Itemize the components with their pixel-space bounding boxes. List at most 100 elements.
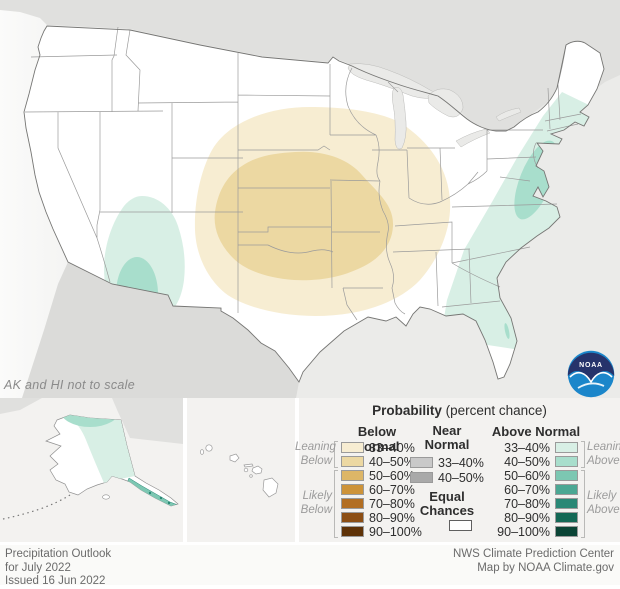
equal-chances-swatch (449, 520, 472, 531)
noaa-logo: NOAA (567, 350, 615, 398)
footer-issued-date: Issued 16 Jun 2022 (5, 575, 106, 587)
equal-chances-label: Equal Chances (419, 489, 475, 518)
leaning-above-bracket (581, 441, 585, 468)
legend-row-near-40-50: 40–50% (410, 470, 484, 485)
likely-below-bracket (334, 470, 338, 538)
likely-below-label: Likely Below (300, 490, 332, 516)
conus-map-svg: NOAA (0, 0, 620, 398)
oahu-island (229, 453, 240, 463)
probability-legend: Probability (percent chance) Below Norma… (295, 398, 620, 542)
below-80-90-swatch (341, 512, 364, 523)
kahoolawe-island (249, 474, 253, 478)
ak-above-normal-33-40 (68, 415, 135, 483)
footer-credit: Map by NOAA Climate.gov (477, 561, 614, 574)
legend-row-above-33-40: 33–40% (490, 440, 578, 455)
above-90-100-swatch (555, 526, 578, 537)
noaa-logo-gull (569, 371, 613, 384)
legend-title-bold: Probability (372, 403, 442, 418)
legend-row-below-33-40: 33–40% (341, 440, 415, 455)
legend-header-near: Near Normal (424, 423, 470, 452)
aleutian-islands (2, 494, 71, 520)
ak-canada-landmass (112, 398, 183, 444)
above-70-80-label: 70–80% (504, 496, 550, 511)
above-33-40-swatch (555, 442, 578, 453)
near-40-50-swatch (410, 472, 433, 483)
lake-michigan (391, 87, 407, 150)
kauai-island (205, 444, 213, 452)
above-50-60-swatch (555, 470, 578, 481)
below-80-90-label: 80–90% (369, 510, 415, 525)
above-80-90-label: 80–90% (504, 510, 550, 525)
legend-row-below-60-70: 60–70% (341, 482, 415, 497)
footer-period: for July 2022 (5, 561, 71, 574)
footer-left: Precipitation Outlook for July 2022 Issu… (5, 548, 111, 589)
above-40-50-label: 40–50% (504, 454, 550, 469)
above-normal-fl-sliver (504, 323, 510, 339)
near-33-40-swatch (410, 457, 433, 468)
legend-title: Probability (percent chance) (299, 403, 620, 418)
us-outline (23, 25, 605, 383)
state-borders (24, 26, 582, 321)
below-33-40-swatch (341, 442, 364, 453)
legend-title-rest: (percent chance) (441, 403, 547, 418)
likely-above-bracket (581, 470, 585, 538)
above-50-60-label: 50–60% (504, 468, 550, 483)
legend-row-above-40-50: 40–50% (490, 454, 578, 469)
lake-ontario (495, 107, 522, 122)
below-normal-40-50-area (214, 151, 394, 281)
hawaii-islands (200, 444, 279, 498)
footer-source: NWS Climate Prediction Center (452, 548, 614, 560)
alaska-inset-panel (0, 398, 183, 542)
below-60-70-swatch (341, 484, 364, 495)
footer: Precipitation Outlook for July 2022 Issu… (0, 545, 620, 587)
maui-island (251, 465, 263, 475)
likely-above-label: Likely Above (587, 490, 620, 516)
above-40-50-swatch (555, 456, 578, 467)
footer-title: Precipitation Outlook (5, 548, 112, 560)
legend-row-above-50-60: 50–60% (490, 468, 578, 483)
legend-row-above-90-100: 90–100% (490, 524, 578, 539)
below-50-60-label: 50–60% (369, 468, 415, 483)
legend-row-above-60-70: 60–70% (490, 483, 578, 497)
near-40-50-label: 40–50% (438, 470, 484, 485)
below-50-60-swatch (341, 470, 364, 481)
scale-note: AK and HI not to scale (4, 378, 135, 392)
probability-shading (104, 92, 604, 350)
leaning-below-bracket (334, 441, 338, 468)
leaning-above-label: Leaning Above (587, 441, 620, 467)
footer-right: NWS Climate Prediction Center Map by NOA… (453, 548, 614, 575)
legend-row-above-70-80: 70–80% (490, 496, 578, 511)
below-60-70-label: 60–70% (369, 482, 415, 497)
legend-row-below-90-100: 90–100% (341, 524, 422, 539)
ak-russia-corner (0, 398, 42, 414)
hawaii-inset-panel (187, 398, 295, 542)
below-33-40-label: 33–40% (369, 440, 415, 455)
hawaii-inset-svg (200, 444, 279, 498)
niihau-island (200, 449, 204, 455)
ak-panhandle-50-60 (126, 477, 178, 506)
below-90-100-label: 90–100% (369, 524, 422, 539)
alaska-inset-svg (0, 398, 183, 520)
legend-row-above-80-90: 80–90% (490, 510, 578, 525)
noaa-logo-text: NOAA (579, 362, 603, 369)
molokai-island (243, 463, 254, 468)
legend-row-near-33-40: 33–40% (410, 455, 484, 470)
lake-erie (455, 128, 491, 148)
above-60-70-swatch (555, 484, 578, 495)
above-70-80-swatch (555, 498, 578, 509)
canada-landmass (0, 0, 620, 132)
legend-header-above: Above Normal (491, 424, 581, 439)
legend-row-below-40-50: 40–50% (341, 455, 415, 469)
legend-row-below-80-90: 80–90% (341, 510, 415, 525)
lanai-island (243, 467, 249, 473)
below-40-50-swatch (341, 456, 364, 467)
below-90-100-swatch (341, 526, 364, 537)
above-33-40-label: 33–40% (504, 440, 550, 455)
ak-panhandle-speck (148, 491, 152, 495)
above-90-100-label: 90–100% (497, 524, 550, 539)
legend-row-below-50-60: 50–60% (341, 468, 415, 483)
near-33-40-label: 33–40% (438, 455, 484, 470)
above-80-90-swatch (555, 512, 578, 523)
ak-panhandle-speck (167, 501, 171, 505)
ak-panhandle-speck (159, 496, 163, 500)
